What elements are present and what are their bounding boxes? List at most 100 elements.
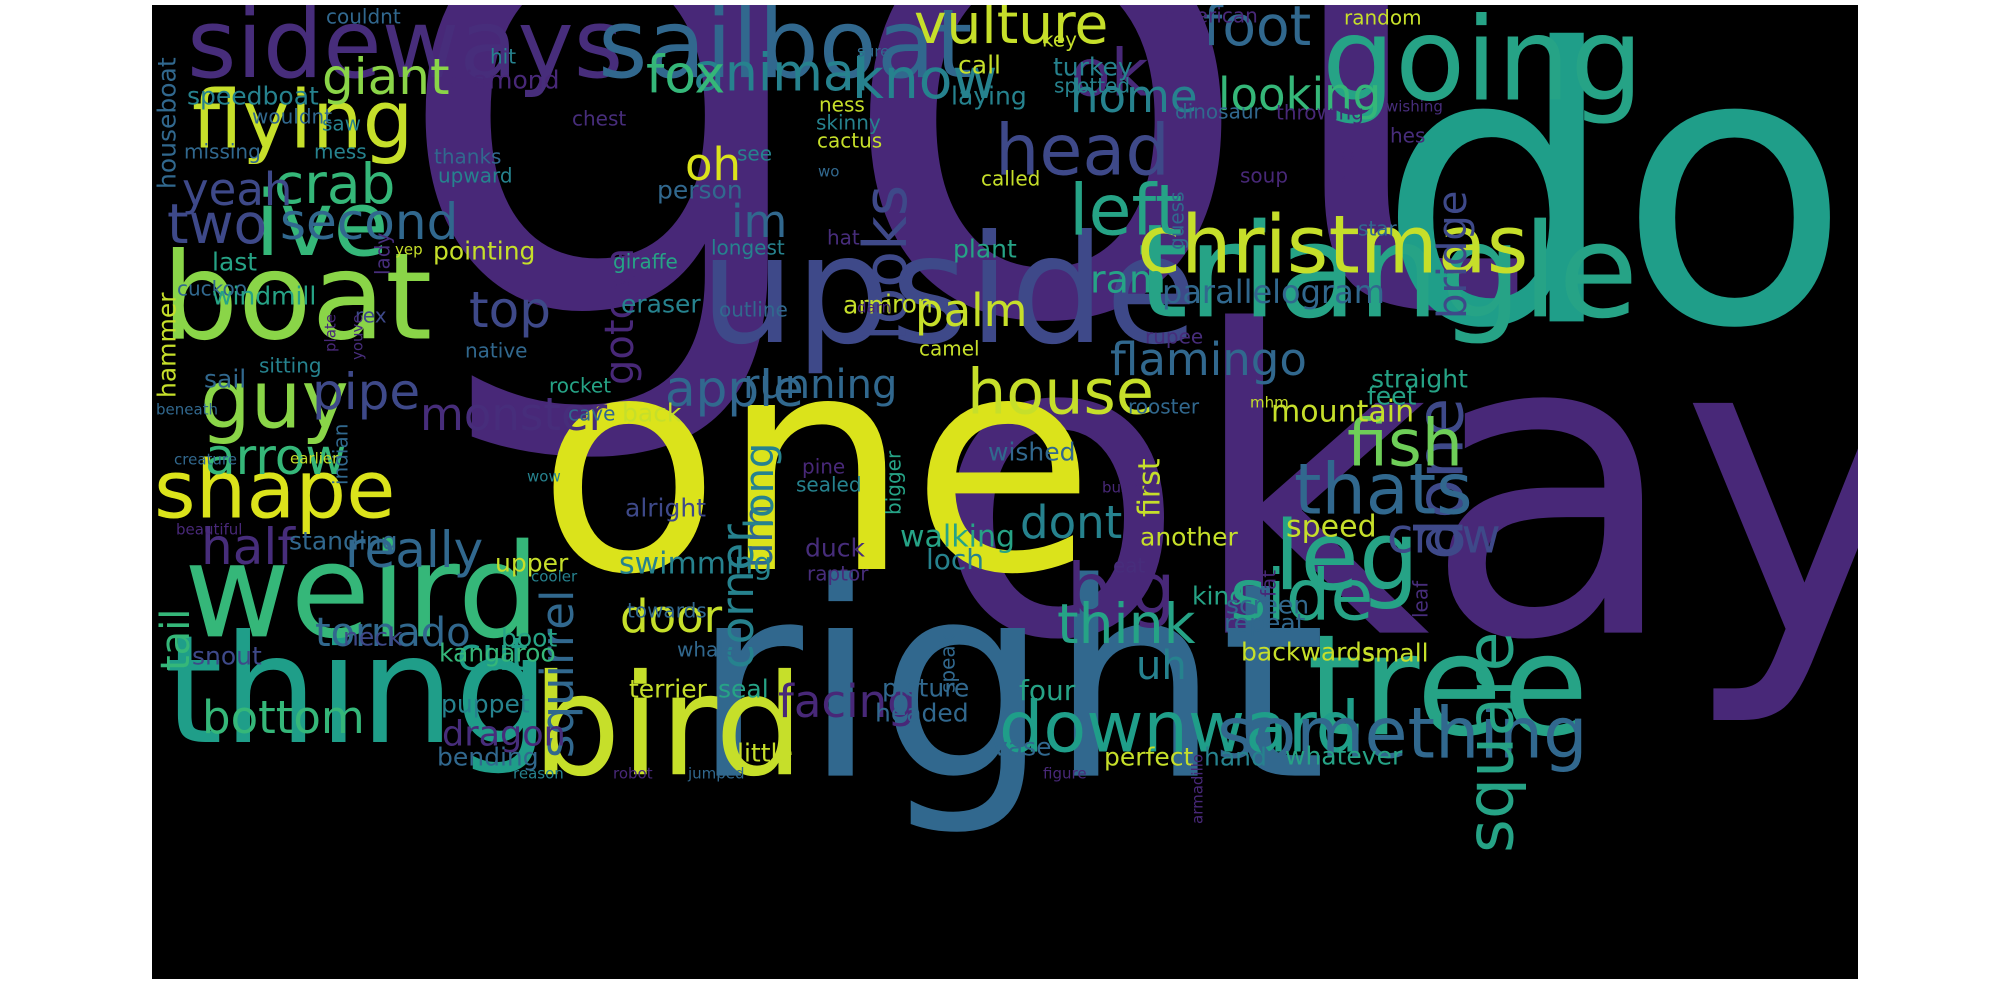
word-terrier: terrier [629, 675, 708, 704]
word-plant: plant [953, 235, 1017, 264]
word-eat: eat [1113, 554, 1146, 578]
word-whatever: whatever [1285, 742, 1403, 771]
word-back: back [622, 399, 682, 428]
word-see: see [737, 142, 772, 166]
word-um: um [736, 504, 782, 568]
word-headed: headed [875, 699, 969, 728]
word-know: know [852, 47, 997, 111]
word-duck: duck [805, 534, 865, 563]
word-wow: wow [527, 468, 561, 486]
word-outline: outline [719, 298, 788, 322]
word-speedboat: speedboat [187, 82, 319, 111]
word-kangaroo: kangaroo [439, 639, 556, 668]
word-home: home [1070, 70, 1198, 123]
word-vulture: vulture [914, 5, 1108, 56]
word-walking: walking [900, 519, 1015, 554]
word-cave: cave [568, 402, 615, 426]
word-guy: guy [200, 353, 349, 446]
word-whale: whale [677, 638, 736, 662]
word-second: second [280, 193, 458, 251]
word-picture: picture [882, 674, 969, 703]
word-hes: hes [1390, 124, 1425, 148]
word-called: called [981, 167, 1040, 191]
word-darn: darn [857, 299, 891, 317]
word-top: top [469, 281, 551, 339]
word-mountain: mountain [1271, 394, 1414, 429]
word-cooler: cooler [531, 568, 578, 586]
word-hammer: hammer [153, 292, 182, 398]
word-swimming: swimming [619, 546, 772, 581]
word-dinosaur: dinosaur [1175, 100, 1263, 124]
word-ness: ness [819, 93, 865, 117]
word-facing: facing [778, 675, 916, 728]
word-screen: screen [1226, 591, 1309, 620]
word-pair: pair [613, 273, 643, 291]
word-neck: neck [343, 623, 403, 652]
word-guess: guess [1165, 191, 1189, 250]
word-wouldnt: wouldnt [252, 105, 332, 129]
word-one: one [537, 291, 1095, 640]
word-diamond: diamond [450, 66, 560, 95]
word-rocket: rocket [549, 374, 611, 398]
word-beautiful: beautiful [176, 521, 242, 539]
word-towards: towards [627, 599, 707, 623]
word-tornado: tornado [315, 610, 471, 656]
word-side: side [1230, 555, 1373, 637]
word-going: going [1322, 5, 1643, 128]
word-skinny: skinny [816, 111, 881, 135]
word-thats: thats [1294, 449, 1473, 531]
word-big: big [1067, 549, 1175, 631]
word-mess: mess [314, 140, 367, 164]
word-fish: fish [1347, 407, 1463, 482]
word-dont: dont [1020, 496, 1122, 549]
word-another: another [1140, 523, 1238, 552]
word-alright: alright [625, 494, 706, 523]
word-cut: cut [457, 628, 528, 681]
word-leaf: leaf [1409, 580, 1433, 618]
word-crow: crow [1387, 508, 1501, 564]
word-puppet: puppet [441, 690, 530, 719]
word-two: two [167, 192, 267, 256]
word-crab: crab [274, 152, 395, 216]
word-pine: pine [802, 455, 845, 479]
word-bushy: bushy [1102, 479, 1147, 497]
word-plate: plate [322, 314, 340, 352]
word-apple: apple [665, 360, 804, 418]
word-fat: fat [1257, 570, 1281, 597]
word-bigger: bigger [882, 450, 906, 515]
word-youve: youve [349, 314, 367, 360]
word-beneath: beneath [156, 401, 218, 419]
word-looks: looks [851, 185, 921, 341]
word-wishing: wishing [1386, 98, 1443, 116]
word-leg: leg [1274, 502, 1419, 612]
word-first: first [1132, 458, 1167, 517]
word-longest: longest [711, 236, 785, 260]
word-head: head [995, 110, 1170, 192]
word-robot: robot [613, 765, 653, 783]
word-left: left [1069, 170, 1182, 252]
word-standing: standing [289, 527, 398, 556]
word-bridge: bridge [1430, 191, 1476, 319]
word-cuckoo: cuckoo [177, 277, 247, 301]
word-hit: hit [490, 45, 516, 69]
word-reason: reason [513, 765, 564, 783]
word-boot: boot [501, 624, 557, 653]
word-monster: monster [420, 388, 608, 441]
word-perfect: perfect [1104, 743, 1193, 772]
word-got: got [387, 5, 1534, 477]
word-fox: fox [646, 46, 725, 106]
word-turkey: turkey [1053, 53, 1133, 82]
word-call: call [958, 51, 1001, 80]
word-american: american [1164, 5, 1258, 28]
word-sure: sure [857, 43, 889, 61]
word-running: running [743, 362, 897, 408]
word-missing: missing [184, 140, 261, 164]
word-small: small [1362, 639, 1429, 668]
word-speak: speak [936, 633, 960, 693]
word-upward: upward [438, 164, 513, 188]
word-jumped: jumped [687, 765, 745, 783]
word-palm: palm [915, 284, 1027, 337]
word-gotcha: gotcha [597, 248, 643, 385]
word-wished: wished [988, 438, 1076, 467]
